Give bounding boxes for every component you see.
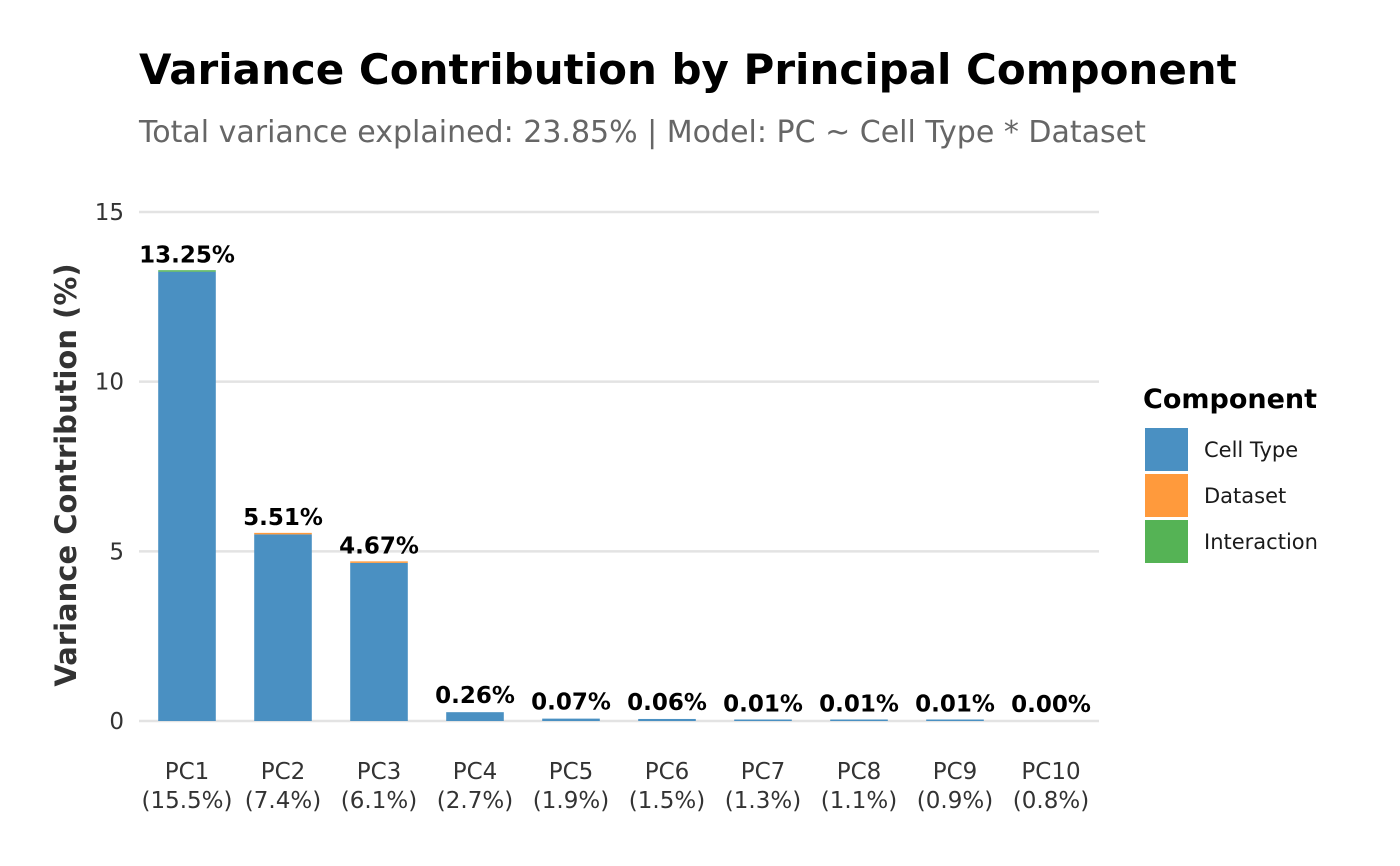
chart-title: Variance Contribution by Principal Compo… (139, 45, 1237, 94)
x-tick-label: PC1 (165, 759, 210, 785)
x-tick-label: PC8 (837, 759, 882, 785)
data-label-pc3: 4.67% (339, 534, 419, 560)
x-tick-sublabel: (1.1%) (821, 788, 897, 814)
bar-pc5-cell-type (542, 718, 600, 721)
x-tick-sublabel: (1.5%) (629, 788, 705, 814)
y-tick-label: 5 (109, 539, 124, 565)
x-tick-label: PC6 (645, 759, 690, 785)
bar-pc4-cell-type (446, 712, 504, 721)
data-label-pc1: 13.25% (139, 242, 235, 268)
x-tick-label: PC2 (261, 759, 306, 785)
bar-pc1-interaction (158, 270, 216, 272)
bar-pc6-cell-type (638, 718, 696, 721)
bar-pc9-cell-type (926, 719, 984, 721)
chart-subtitle: Total variance explained: 23.85% | Model… (138, 115, 1146, 150)
x-tick-label: PC3 (357, 759, 402, 785)
x-tick-label: PC5 (549, 759, 594, 785)
legend-label-cell-type: Cell Type (1204, 438, 1298, 462)
bar-pc8-cell-type (830, 719, 888, 721)
legend-label-dataset: Dataset (1204, 484, 1286, 508)
x-tick-sublabel: (1.9%) (533, 788, 609, 814)
legend-swatch-dataset (1145, 474, 1188, 517)
legend-label-interaction: Interaction (1204, 530, 1318, 554)
data-label-pc4: 0.26% (435, 683, 515, 709)
data-label-pc2: 5.51% (243, 505, 323, 531)
x-tick-sublabel: (7.4%) (245, 788, 321, 814)
x-tick-label: PC4 (453, 759, 498, 785)
y-tick-label: 15 (95, 200, 124, 226)
x-tick-sublabel: (0.9%) (917, 788, 993, 814)
bar-pc2-cell-type (254, 534, 312, 721)
bar-pc3-cell-type (350, 562, 408, 721)
data-label-pc6: 0.06% (627, 690, 707, 716)
data-label-pc8: 0.01% (819, 692, 899, 718)
x-tick-sublabel: (0.8%) (1013, 788, 1089, 814)
bar-pc7-cell-type (734, 719, 792, 721)
x-tick-sublabel: (1.3%) (725, 788, 801, 814)
y-tick-label: 10 (95, 370, 124, 396)
legend: Component Cell Type Dataset Interaction (1143, 384, 1318, 563)
bar-pc1-cell-type (158, 271, 216, 721)
bar-pc3-dataset (350, 561, 408, 563)
data-label-pc10: 0.00% (1011, 692, 1091, 718)
x-tick-label: PC10 (1021, 759, 1080, 785)
bars (158, 270, 984, 721)
x-tick-sublabel: (6.1%) (341, 788, 417, 814)
x-tick-sublabel: (2.7%) (437, 788, 513, 814)
legend-swatch-cell-type (1145, 428, 1188, 471)
data-labels: 13.25% 5.51% 4.67% 0.26% 0.07% 0.06% 0.01% 0.01… (139, 242, 1091, 718)
x-tick-label: PC7 (741, 759, 786, 785)
legend-title: Component (1143, 384, 1317, 415)
data-label-pc7: 0.01% (723, 692, 803, 718)
x-tick-label: PC9 (933, 759, 978, 785)
bar-pc2-dataset (254, 532, 312, 535)
x-axis-ticks: PC1 (15.5%) PC2 (7.4%) PC3 (6.1%) PC4 (2.7%) PC5… (141, 759, 1089, 814)
y-axis-ticks: 0 5 10 15 (95, 200, 124, 735)
legend-swatch-interaction (1145, 520, 1188, 563)
data-label-pc5: 0.07% (531, 690, 611, 716)
x-tick-sublabel: (15.5%) (141, 788, 232, 814)
y-axis-label: Variance Contribution (%) (49, 263, 83, 686)
data-label-pc9: 0.01% (915, 692, 995, 718)
y-tick-label: 0 (109, 709, 124, 735)
